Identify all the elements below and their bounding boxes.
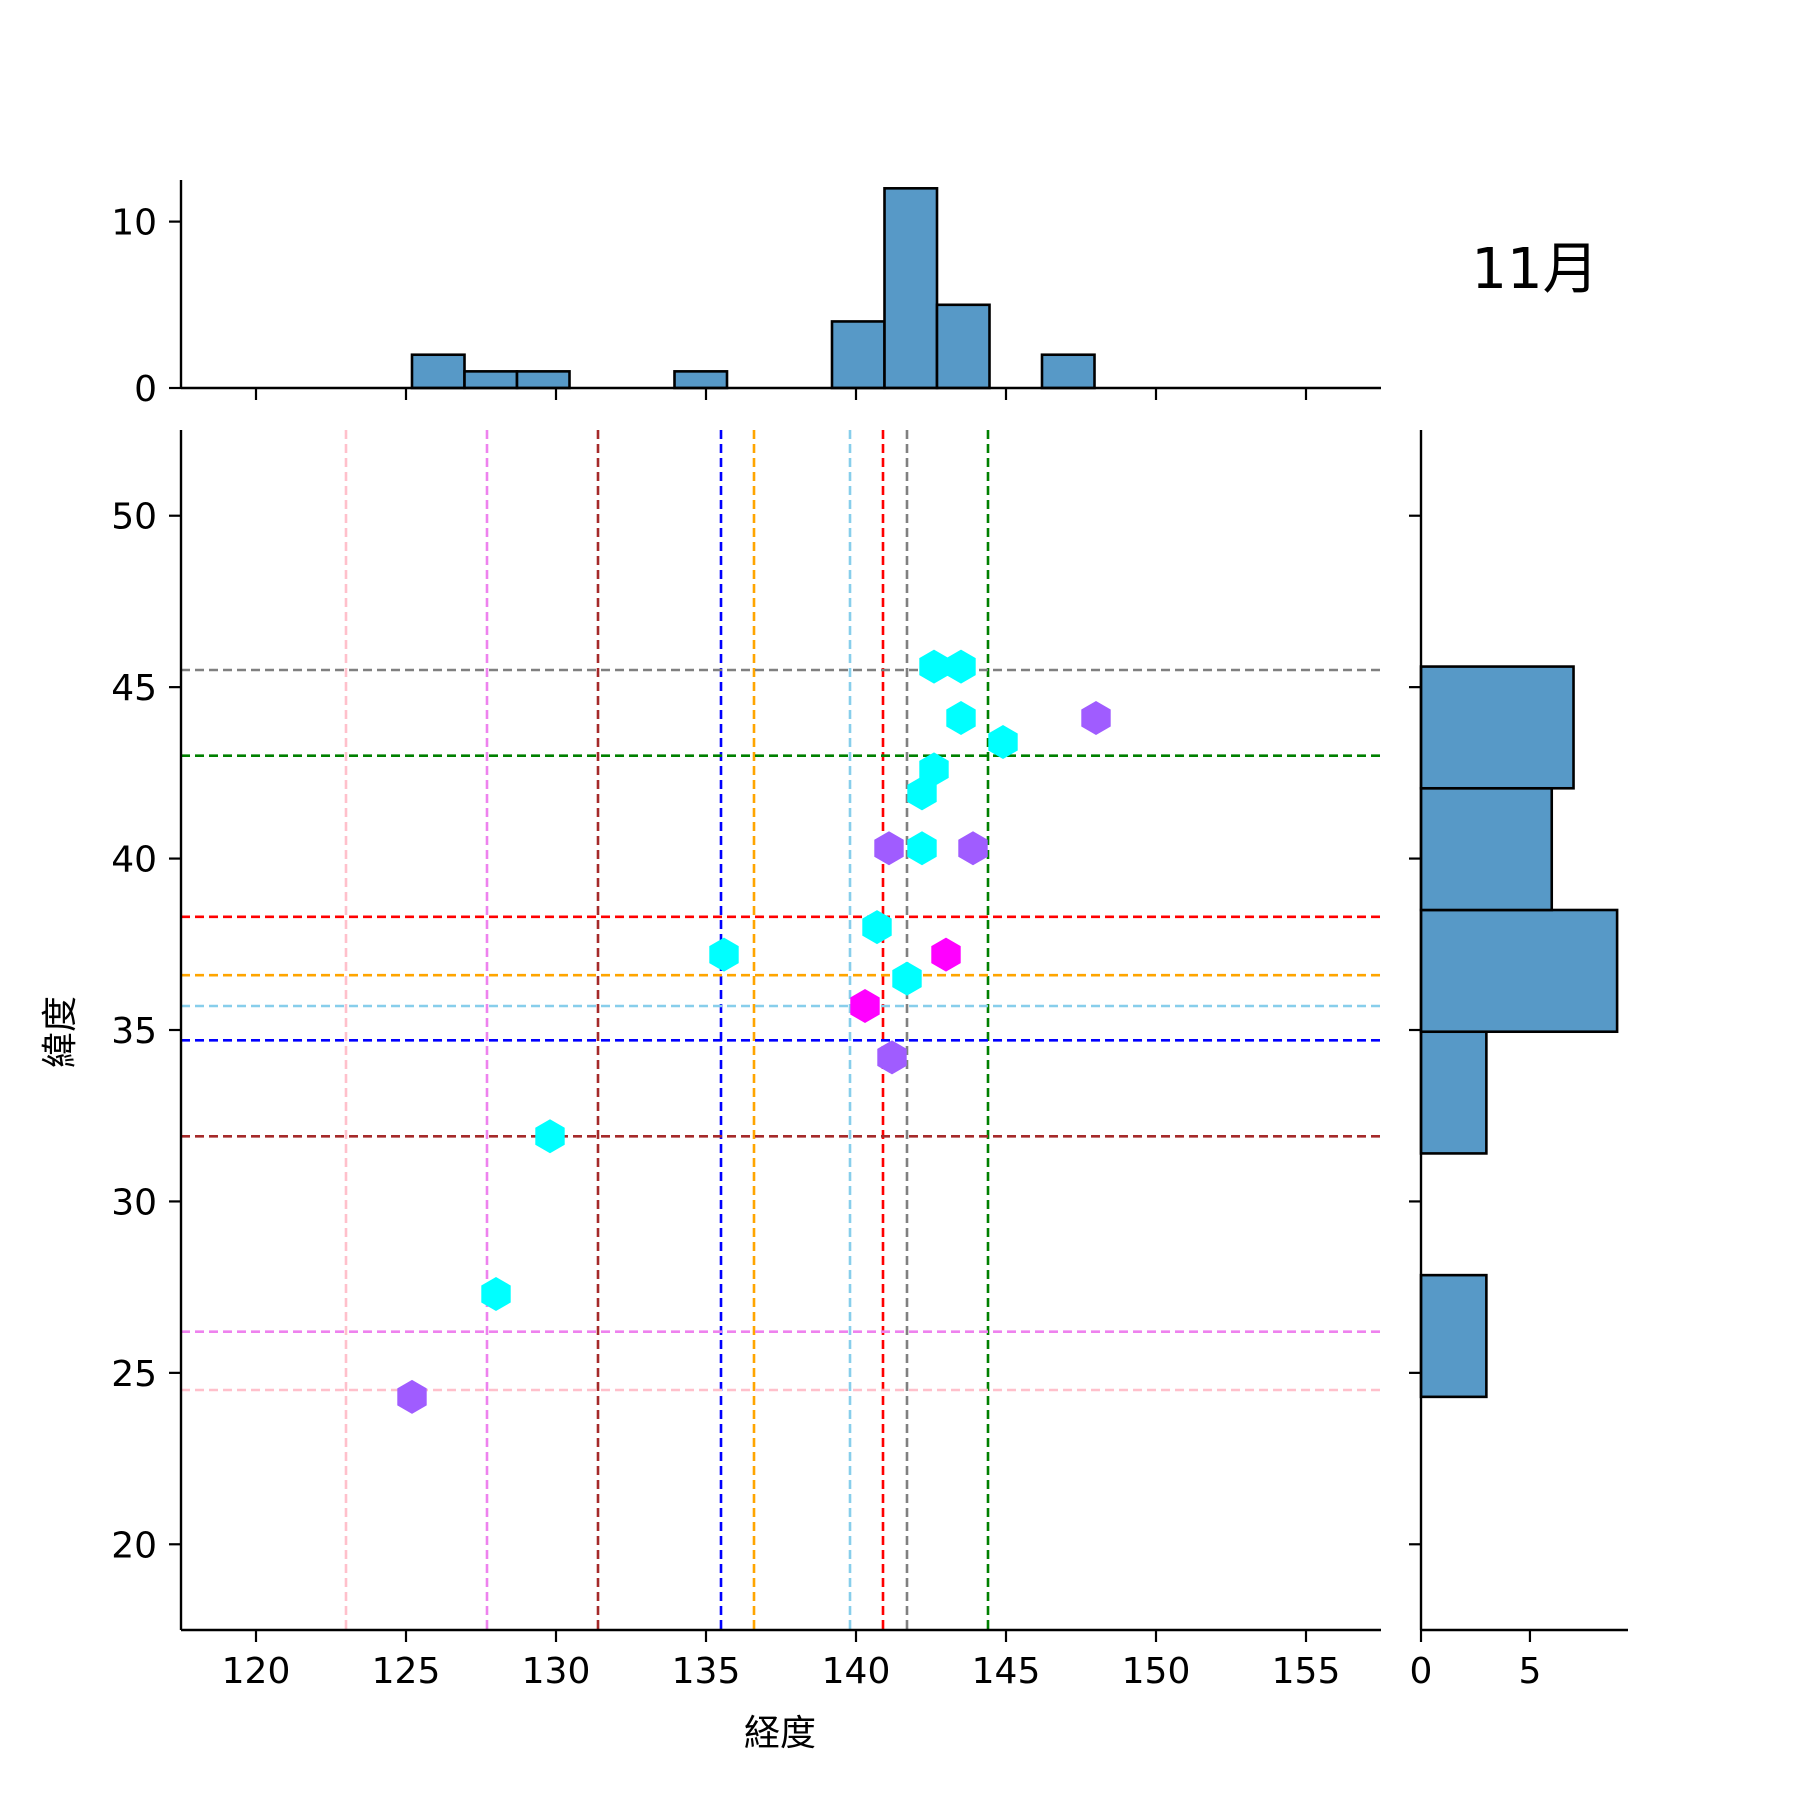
top-hist-y-tick-label: 10 — [111, 203, 157, 244]
scatter-point — [988, 725, 1018, 759]
top-histogram-bar — [410, 353, 466, 390]
scatter-point — [931, 937, 961, 972]
right-hist-x-tick-label: 0 — [1410, 1651, 1433, 1692]
top-histogram-bar — [463, 370, 519, 390]
scatter-point — [946, 649, 976, 684]
top-histogram-bar — [1040, 353, 1096, 390]
x-tick-label: 155 — [1272, 1651, 1341, 1692]
scatter-point — [907, 776, 937, 811]
x-tick-label: 150 — [1122, 1651, 1191, 1692]
y-tick-label: 40 — [111, 840, 157, 881]
scatter-point — [907, 831, 937, 866]
scatter-point — [1081, 701, 1111, 735]
scatter-point — [481, 1277, 511, 1311]
y-axis-label: 緯度 — [40, 996, 81, 1068]
scatter-point — [877, 1040, 907, 1075]
scatter-point — [958, 831, 988, 866]
top-histogram-bar — [883, 187, 939, 390]
top-histogram-bar — [935, 303, 991, 390]
chart-title: 11月 — [1471, 237, 1598, 302]
x-tick-label: 120 — [222, 1651, 291, 1692]
y-tick-label: 35 — [111, 1011, 157, 1052]
x-axis-label: 経度 — [744, 1713, 816, 1754]
x-tick-label: 130 — [522, 1651, 591, 1692]
scatter-point — [919, 649, 949, 684]
scatter-point — [892, 961, 922, 996]
right-histogram-bar — [1419, 1030, 1488, 1155]
x-tick-label: 125 — [372, 1651, 441, 1692]
top-hist-y-tick-label: 0 — [134, 369, 157, 410]
scatter-point — [850, 989, 880, 1023]
right-histogram-bar — [1419, 908, 1619, 1034]
scatter-point — [874, 831, 904, 866]
scatter-point — [946, 701, 976, 735]
y-tick-label: 30 — [111, 1182, 157, 1223]
top-histogram-bar — [830, 320, 886, 390]
scatter-point — [535, 1119, 565, 1154]
y-tick-label: 50 — [111, 497, 157, 538]
right-hist-x-tick-label: 5 — [1518, 1651, 1541, 1692]
top-histogram-panel: 0 10 — [111, 180, 1381, 410]
x-tick-label: 145 — [972, 1651, 1041, 1692]
top-histogram-bar — [673, 370, 729, 390]
top-histogram-bar — [515, 370, 571, 390]
right-histogram-bar — [1419, 665, 1575, 790]
scatter-point — [709, 937, 739, 972]
right-histogram-bar — [1419, 786, 1554, 912]
x-tick-label: 135 — [672, 1651, 741, 1692]
y-tick-label: 45 — [111, 668, 157, 709]
y-tick-label: 20 — [111, 1525, 157, 1566]
scatter-point — [919, 752, 949, 787]
main-scatter-panel: 120 125 130 135 140 145 150 155 20 25 30 35 40 45 50 — [111, 430, 1381, 1692]
scatter-point — [397, 1379, 427, 1414]
x-tick-label: 140 — [822, 1651, 891, 1692]
y-tick-label: 25 — [111, 1354, 157, 1395]
scatter-point — [862, 910, 892, 945]
right-histogram-bar — [1419, 1273, 1488, 1399]
